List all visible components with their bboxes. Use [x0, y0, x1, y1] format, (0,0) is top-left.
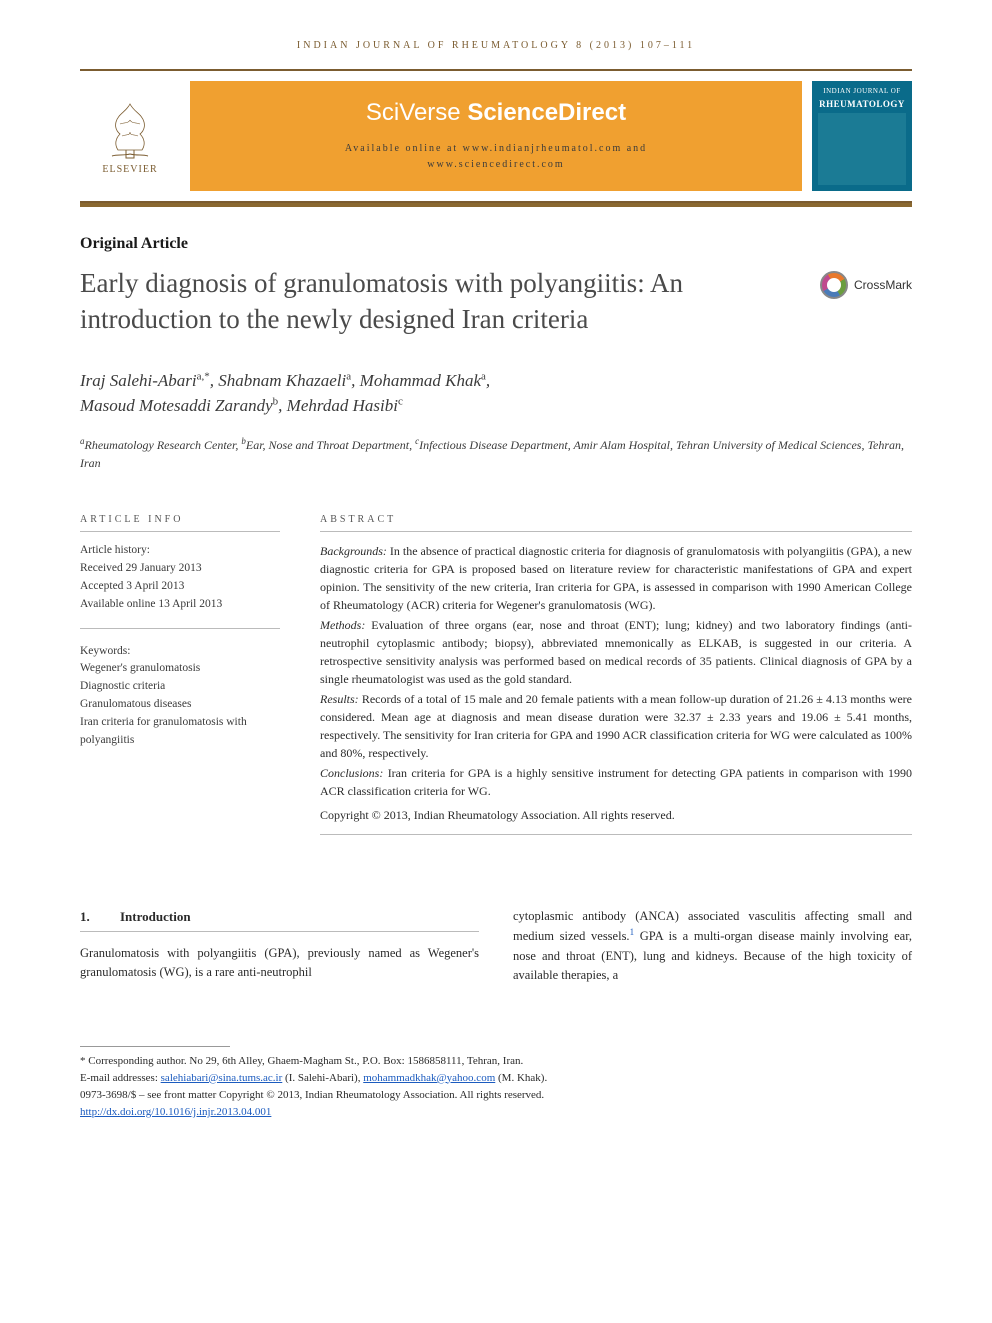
- author-4-sup: b: [273, 396, 279, 408]
- author-1-sup: a,*: [197, 370, 210, 382]
- cover-title: RHEUMATOLOGY: [819, 99, 905, 109]
- backgrounds-text: In the absence of practical diagnostic c…: [320, 544, 912, 612]
- doi-line: http://dx.doi.org/10.1016/j.injr.2013.04…: [80, 1104, 912, 1121]
- abstract-column: ABSTRACT Backgrounds: In the absence of …: [320, 512, 912, 837]
- corresponding-text: No 29, 6th Alley, Ghaem-Magham St., P.O.…: [187, 1055, 524, 1067]
- email-link-1[interactable]: salehiabari@sina.tums.ac.ir: [161, 1072, 283, 1084]
- author-4: Masoud Motesaddi Zarandy: [80, 396, 273, 415]
- body-col-right: cytoplasmic antibody (ANCA) associated v…: [513, 907, 912, 986]
- elsevier-wordmark: ELSEVIER: [102, 164, 157, 175]
- section-1-title: Introduction: [120, 909, 191, 924]
- journal-cover-thumbnail: INDIAN JOURNAL OF RHEUMATOLOGY: [812, 81, 912, 191]
- affiliations: aRheumatology Research Center, bEar, Nos…: [80, 435, 912, 472]
- cover-body-placeholder: [818, 113, 906, 185]
- info-abstract-row: ARTICLE INFO Article history: Received 2…: [80, 512, 912, 837]
- keywords-label: Keywords:: [80, 643, 280, 661]
- journal-header: INDIAN JOURNAL OF RHEUMATOLOGY 8 (2013) …: [80, 40, 912, 51]
- conclusions-text: Iran criteria for GPA is a highly sensit…: [320, 766, 912, 798]
- banner-center: SciVerse ScienceDirect Available online …: [190, 81, 802, 191]
- keywords-block: Keywords: Wegener's granulomatosis Diagn…: [80, 643, 280, 764]
- keyword-1: Diagnostic criteria: [80, 678, 280, 696]
- section-1-heading: 1.Introduction: [80, 907, 479, 932]
- banner: ELSEVIER SciVerse ScienceDirect Availabl…: [80, 69, 912, 203]
- article-title: Early diagnosis of granulomatosis with p…: [80, 265, 800, 338]
- corresponding-label: * Corresponding author.: [80, 1055, 187, 1067]
- author-2: Shabnam Khazaeli: [218, 371, 346, 390]
- article-type: Original Article: [80, 235, 912, 253]
- author-5-sup: c: [398, 396, 403, 408]
- email-label: E-mail addresses:: [80, 1072, 161, 1084]
- footer-separator: [80, 1046, 230, 1047]
- history-label: Article history:: [80, 542, 280, 560]
- crossmark-icon: [820, 271, 848, 299]
- sciverse-sciencedirect-logo: SciVerse ScienceDirect: [366, 99, 626, 127]
- email-2-who: (M. Khak).: [495, 1072, 547, 1084]
- affiliation-b: Ear, Nose and Throat Department,: [246, 438, 412, 452]
- conclusions-label: Conclusions:: [320, 766, 383, 780]
- author-3-sup: a: [481, 370, 486, 382]
- available-online-text: Available online at www.indianjrheumatol…: [345, 141, 647, 173]
- available-online-line1: Available online at www.indianjrheumatol…: [345, 143, 647, 154]
- crossmark-badge[interactable]: CrossMark: [820, 271, 912, 299]
- abstract-copyright: Copyright © 2013, Indian Rheumatology As…: [320, 806, 912, 835]
- keyword-3: Iran criteria for granulomatosis with po…: [80, 714, 280, 750]
- author-5: Mehrdad Hasibi: [287, 396, 398, 415]
- abstract-results: Results: Records of a total of 15 male a…: [320, 690, 912, 762]
- abstract-backgrounds: Backgrounds: In the absence of practical…: [320, 542, 912, 614]
- cover-preheader: INDIAN JOURNAL OF: [823, 87, 900, 95]
- results-label: Results:: [320, 692, 359, 706]
- corresponding-author: * Corresponding author. No 29, 6th Alley…: [80, 1053, 912, 1070]
- article-info-column: ARTICLE INFO Article history: Received 2…: [80, 512, 280, 837]
- abstract-heading: ABSTRACT: [320, 512, 912, 532]
- authors-list: Iraj Salehi-Abaria,*, Shabnam Khazaelia,…: [80, 368, 912, 419]
- elsevier-logo: ELSEVIER: [80, 81, 180, 191]
- sciverse-bold: ScienceDirect: [467, 99, 626, 126]
- accepted-date: Accepted 3 April 2013: [80, 578, 280, 596]
- footer-block: * Corresponding author. No 29, 6th Alley…: [80, 1053, 912, 1121]
- title-row: Early diagnosis of granulomatosis with p…: [80, 265, 912, 338]
- received-date: Received 29 January 2013: [80, 560, 280, 578]
- body-columns: 1.Introduction Granulomatosis with polya…: [80, 907, 912, 986]
- elsevier-tree-icon: [98, 98, 162, 162]
- intro-para-right: cytoplasmic antibody (ANCA) associated v…: [513, 907, 912, 986]
- banner-bottom-rule: [80, 203, 912, 207]
- keyword-2: Granulomatous diseases: [80, 696, 280, 714]
- available-online-line2: www.sciencedirect.com: [427, 159, 564, 170]
- keyword-0: Wegener's granulomatosis: [80, 660, 280, 678]
- results-text: Records of a total of 15 male and 20 fem…: [320, 692, 912, 760]
- author-2-sup: a: [346, 370, 351, 382]
- email-1-who: (I. Salehi-Abari),: [282, 1072, 363, 1084]
- email-addresses: E-mail addresses: salehiabari@sina.tums.…: [80, 1070, 912, 1087]
- doi-link[interactable]: http://dx.doi.org/10.1016/j.injr.2013.04…: [80, 1106, 271, 1118]
- affiliation-a: Rheumatology Research Center,: [85, 438, 239, 452]
- abstract-methods: Methods: Evaluation of three organs (ear…: [320, 616, 912, 688]
- email-link-2[interactable]: mohammadkhak@yahoo.com: [363, 1072, 495, 1084]
- crossmark-label: CrossMark: [854, 278, 912, 292]
- abstract-conclusions: Conclusions: Iran criteria for GPA is a …: [320, 764, 912, 800]
- intro-para-left: Granulomatosis with polyangiitis (GPA), …: [80, 944, 479, 983]
- backgrounds-label: Backgrounds:: [320, 544, 387, 558]
- article-info-heading: ARTICLE INFO: [80, 512, 280, 533]
- sciverse-prefix: SciVerse: [366, 99, 467, 126]
- author-1: Iraj Salehi-Abari: [80, 371, 197, 390]
- methods-text: Evaluation of three organs (ear, nose an…: [320, 618, 912, 686]
- article-history-block: Article history: Received 29 January 201…: [80, 542, 280, 628]
- author-3: Mohammad Khak: [360, 371, 481, 390]
- issn-copyright-line: 0973-3698/$ – see front matter Copyright…: [80, 1087, 912, 1104]
- section-1-number: 1.: [80, 907, 120, 927]
- online-date: Available online 13 April 2013: [80, 596, 280, 614]
- methods-label: Methods:: [320, 618, 365, 632]
- body-col-left: 1.Introduction Granulomatosis with polya…: [80, 907, 479, 986]
